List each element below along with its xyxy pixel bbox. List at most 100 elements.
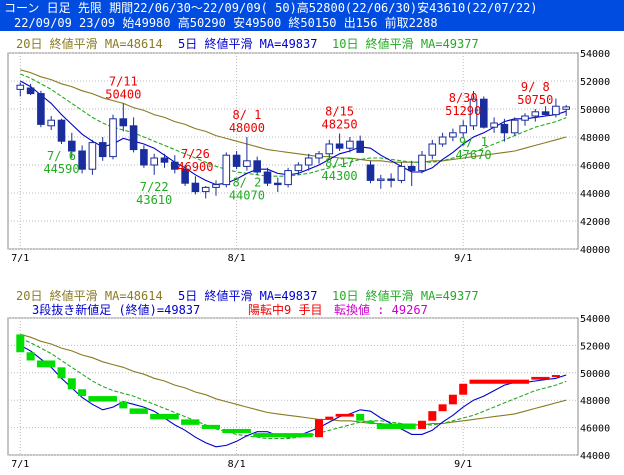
- break-down-block: [67, 378, 76, 390]
- break-down-block: [376, 423, 416, 429]
- break-ma20-line: [20, 333, 567, 426]
- break-up-block: [315, 419, 323, 438]
- chart-canvas: 20日 終値平滑 MA=48614 5日 終値平滑 MA=49837 10日 終値平…: [7, 36, 610, 470]
- candle-body: [26, 87, 35, 95]
- candle-body: [212, 184, 220, 188]
- high-annotation-date: 8/ 1: [232, 108, 261, 122]
- candle-body: [37, 93, 45, 125]
- candle-body: [47, 119, 56, 127]
- break-up-block: [469, 379, 529, 384]
- candle-y-tick-label: 54000: [580, 49, 610, 60]
- break-y-tick-label: 50000: [580, 369, 610, 380]
- candle-body: [304, 157, 313, 166]
- candle-y-tick-label: 52000: [580, 77, 610, 88]
- break-x-tick-label: 8/1: [228, 459, 246, 470]
- break-up-block: [448, 394, 457, 405]
- break-up-block: [551, 375, 560, 378]
- high-annotation-date: 9/ 8: [521, 80, 550, 94]
- candle-body: [294, 164, 303, 172]
- candle-body: [418, 154, 426, 172]
- candle-body: [397, 165, 406, 181]
- candle-body: [232, 154, 241, 167]
- candle-body: [480, 98, 488, 128]
- candle-body: [500, 123, 509, 134]
- candle-body: [438, 136, 447, 145]
- break-down-block: [150, 413, 179, 420]
- candle-y-tick-label: 42000: [580, 217, 610, 228]
- candle-body: [459, 125, 467, 134]
- break-info-prefix: 3段抜き新値足 (終値)=49837: [32, 302, 200, 317]
- break-up-block: [335, 413, 354, 417]
- break-up-block: [438, 404, 447, 412]
- break-down-block: [88, 396, 117, 402]
- candle-body: [222, 154, 231, 186]
- high-annotation-date: 7/26: [181, 147, 210, 161]
- candle-x-tick-label: 9/1: [454, 253, 472, 264]
- low-annotation-date: 7/22: [140, 180, 169, 194]
- candle-body: [552, 105, 560, 116]
- break-y-tick-label: 54000: [580, 314, 610, 325]
- break-down-block: [129, 408, 148, 414]
- candle-body: [541, 111, 550, 116]
- break-up-block: [325, 416, 334, 420]
- candle-body: [377, 178, 385, 181]
- candle-body: [150, 157, 158, 166]
- candle-body: [263, 171, 272, 184]
- candle-body: [325, 143, 334, 155]
- candle-legend-ma5: 5日 終値平滑 MA=49837: [178, 36, 317, 51]
- candle-body: [284, 170, 292, 186]
- candle-y-tick-label: 44000: [580, 189, 610, 200]
- low-annotation-price: 44070: [229, 189, 265, 203]
- candle-body: [243, 160, 251, 167]
- break-y-tick-label: 44000: [580, 451, 610, 462]
- candle-body: [140, 149, 148, 166]
- candle-x-tick-label: 7/1: [11, 253, 29, 264]
- break-down-block: [78, 389, 87, 397]
- candle-y-tick-label: 48000: [580, 133, 610, 144]
- high-annotation-price: 51290: [445, 104, 481, 118]
- break-down-block: [57, 367, 66, 379]
- high-annotation-price: 50750: [517, 93, 553, 107]
- candle-body: [490, 122, 498, 128]
- break-state: 陽転中: [248, 302, 284, 317]
- high-annotation-price: 46900: [177, 160, 213, 174]
- break-down-block: [222, 428, 251, 434]
- candle-body: [129, 125, 138, 151]
- candle-x-tick-label: 8/1: [228, 253, 246, 264]
- break-up-block: [428, 411, 437, 421]
- break-legend-ma20: 20日 終値平滑 MA=48614: [16, 288, 163, 303]
- candle-body: [160, 157, 169, 163]
- break-down-block: [26, 352, 35, 361]
- high-annotation-price: 50400: [105, 87, 141, 101]
- break-down-block: [201, 424, 220, 429]
- candle-body: [253, 160, 261, 173]
- candle-body: [407, 165, 416, 172]
- candle-body: [315, 153, 323, 159]
- candle-body: [366, 164, 375, 181]
- ma20-line: [20, 69, 567, 163]
- candle-y-tick-label: 46000: [580, 161, 610, 172]
- candle-body: [335, 143, 344, 149]
- candle-body: [191, 182, 200, 193]
- break-legend-ma10: 10日 終値平滑 MA=49377: [332, 288, 479, 303]
- low-annotation-date: 8/ 2: [232, 176, 261, 190]
- break-x-tick-label: 7/1: [11, 459, 29, 470]
- low-annotation-date: 9/ 1: [459, 135, 488, 149]
- break-legend-ma5: 5日 終値平滑 MA=49837: [178, 288, 317, 303]
- candle-body: [562, 106, 571, 110]
- candle-body: [274, 182, 282, 186]
- break-down-block: [356, 413, 365, 421]
- candle-body: [57, 119, 66, 142]
- candle-body: [98, 142, 107, 158]
- break-down-block: [366, 420, 375, 424]
- low-annotation-price: 47670: [455, 148, 491, 162]
- break-down-block: [253, 433, 313, 438]
- break-down-block: [36, 360, 56, 368]
- candle-legend-ma10: 10日 終値平滑 MA=49377: [332, 36, 479, 51]
- low-annotation-price: 44300: [322, 169, 358, 183]
- title-bar: コーン 日足 先限 期間22/06/30〜22/09/09( 50)高52800…: [0, 0, 624, 31]
- candle-y-tick-label: 40000: [580, 245, 610, 256]
- candle-body: [78, 150, 86, 170]
- candle-body: [171, 161, 179, 170]
- break-y-tick-label: 52000: [580, 341, 610, 352]
